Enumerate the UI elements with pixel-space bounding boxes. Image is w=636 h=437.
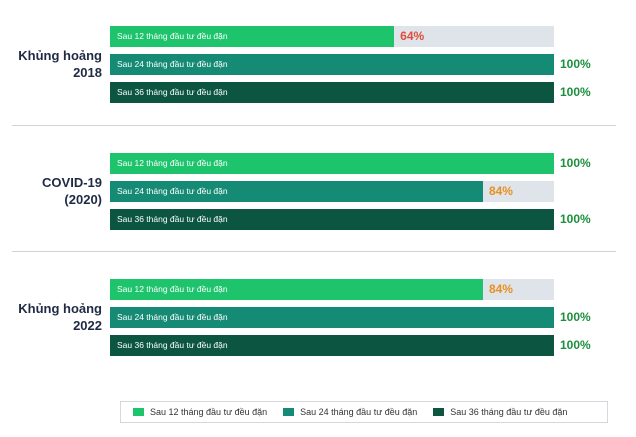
bar-track: Sau 36 tháng đầu tư đều đặn xyxy=(110,82,554,103)
group-label-line: (2020) xyxy=(64,192,102,207)
data-label: 84% xyxy=(488,282,513,296)
group-label-line: Khủng hoảng xyxy=(18,301,102,316)
group-label-line: 2018 xyxy=(73,65,102,80)
bar-label: Sau 12 tháng đầu tư đều đặn xyxy=(117,158,228,168)
group-label: Khủng hoảng 2018 xyxy=(0,47,102,81)
bar-track: Sau 24 tháng đầu tư đều đặn xyxy=(110,307,554,328)
bar-track: Sau 36 tháng đầu tư đều đặn xyxy=(110,209,554,230)
legend-label: Sau 36 tháng đầu tư đều đặn xyxy=(450,407,568,417)
legend-swatch xyxy=(433,408,445,416)
bar-label: Sau 12 tháng đầu tư đều đặn xyxy=(117,284,228,294)
legend-swatch xyxy=(133,408,144,416)
data-label: 84% xyxy=(488,184,513,198)
group-label-line: COVID-19 xyxy=(42,175,102,190)
bar-track: Sau 24 tháng đầu tư đều đặn xyxy=(110,181,554,202)
bar-label: Sau 24 tháng đầu tư đều đặn xyxy=(117,312,228,322)
bar-track: Sau 36 tháng đầu tư đều đặn xyxy=(110,335,554,356)
data-label: 100% xyxy=(560,338,591,352)
legend-swatch xyxy=(283,408,295,416)
chart-legend: Sau 12 tháng đầu tư đều đặn Sau 24 tháng… xyxy=(120,401,608,423)
group-divider xyxy=(12,251,616,252)
legend-label: Sau 12 tháng đầu tư đều đặn xyxy=(150,407,268,417)
legend-item-24-months: Sau 24 tháng đầu tư đều đặn xyxy=(283,407,417,417)
bar-label: Sau 24 tháng đầu tư đều đặn xyxy=(117,186,228,196)
bar: Sau 36 tháng đầu tư đều đặn xyxy=(110,209,554,230)
data-label: 100% xyxy=(560,310,591,324)
group-divider xyxy=(12,125,616,126)
bar: Sau 12 tháng đầu tư đều đặn xyxy=(110,153,554,174)
data-label: 100% xyxy=(560,156,591,170)
bar-label: Sau 36 tháng đầu tư đều đặn xyxy=(117,87,228,97)
bar-track: Sau 12 tháng đầu tư đều đặn xyxy=(110,26,554,47)
legend-label: Sau 24 tháng đầu tư đều đặn xyxy=(300,407,418,417)
bar-label: Sau 36 tháng đầu tư đều đặn xyxy=(117,214,228,224)
bar: Sau 24 tháng đầu tư đều đặn xyxy=(110,181,483,202)
bar-label: Sau 12 tháng đầu tư đều đặn xyxy=(117,31,228,41)
bar: Sau 12 tháng đầu tư đều đặn xyxy=(110,279,483,300)
bar: Sau 36 tháng đầu tư đều đặn xyxy=(110,82,554,103)
bar: Sau 24 tháng đầu tư đều đặn xyxy=(110,307,554,328)
bar-label: Sau 36 tháng đầu tư đều đặn xyxy=(117,340,228,350)
bar-track: Sau 24 tháng đầu tư đều đặn xyxy=(110,54,554,75)
bar: Sau 12 tháng đầu tư đều đặn xyxy=(110,26,395,47)
bar-track: Sau 12 tháng đầu tư đều đặn xyxy=(110,153,554,174)
bar-track: Sau 12 tháng đầu tư đều đặn xyxy=(110,279,554,300)
data-label: 100% xyxy=(560,212,591,226)
legend-item-12-months: Sau 12 tháng đầu tư đều đặn xyxy=(133,407,267,417)
legend-item-36-months: Sau 36 tháng đầu tư đều đặn xyxy=(433,407,567,417)
group-label-line: Khủng hoảng xyxy=(18,48,102,63)
data-label: 100% xyxy=(560,85,591,99)
bar: Sau 24 tháng đầu tư đều đặn xyxy=(110,54,554,75)
group-label: COVID-19 (2020) xyxy=(0,174,102,208)
bar-label: Sau 24 tháng đầu tư đều đặn xyxy=(117,59,228,69)
group-label: Khủng hoảng 2022 xyxy=(0,300,102,334)
group-label-line: 2022 xyxy=(73,318,102,333)
data-label: 64% xyxy=(400,29,425,43)
data-label: 100% xyxy=(560,57,591,71)
bar: Sau 36 tháng đầu tư đều đặn xyxy=(110,335,554,356)
